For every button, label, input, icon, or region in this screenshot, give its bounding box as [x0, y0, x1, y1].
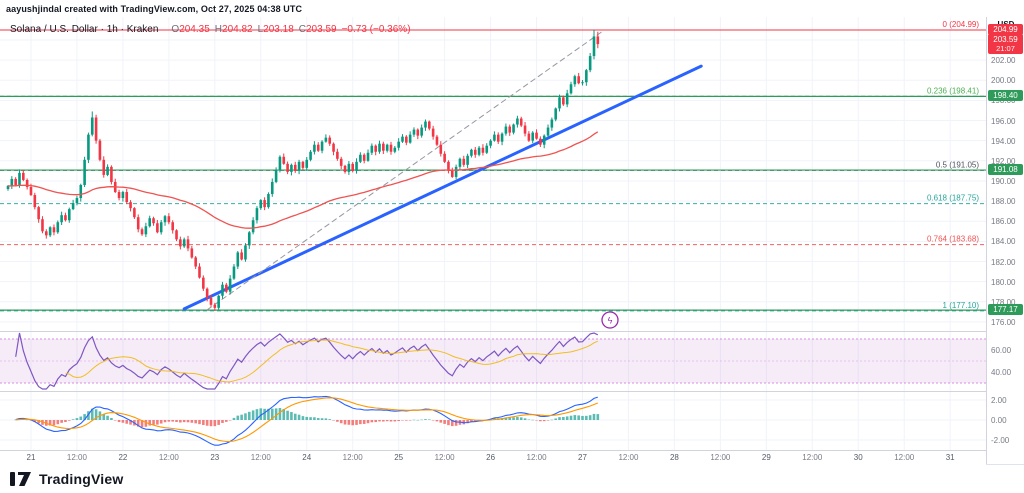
price-tick-label: 190.00 [991, 176, 1016, 186]
time-tick-label: 24 [302, 453, 312, 462]
chart-area[interactable]: Solana / U.S. Dollar · 1h · Kraken O204.3… [0, 17, 1024, 465]
brand-wordmark[interactable]: TradingView [39, 471, 124, 487]
ohlc-value: −0.73 (−0.36%) [341, 24, 411, 35]
ma-line[interactable] [7, 131, 599, 229]
time-tick-label: 26 [486, 453, 496, 462]
time-tick-label: 21 [26, 453, 36, 462]
macd-line[interactable] [15, 395, 598, 446]
time-tick-label: 12:00 [526, 453, 547, 462]
time-tick-label: 12:00 [434, 453, 455, 462]
ohlc-value: 204.82 [222, 24, 253, 35]
fib-level-label: 0.236 (198.41) [927, 86, 979, 95]
ohlc-key: O [171, 24, 180, 35]
attribution-bar: aayushjindal created with TradingView.co… [0, 0, 1024, 17]
horizontal-lines[interactable] [0, 95, 986, 311]
attribution-text: aayushjindal created with TradingView.co… [6, 3, 303, 14]
chart-canvas[interactable]: 0 (204.99) 0.236 (198.41) 0.5 (191.05) 0.61… [0, 17, 986, 464]
time-tick-label: 12:00 [66, 453, 87, 462]
macd-tick-label: 2.00 [991, 396, 1007, 405]
ohlc-value: 203.18 [263, 24, 294, 35]
grid-lines [0, 17, 986, 450]
time-tick-label: 25 [394, 453, 404, 462]
time-tick-label: 12:00 [250, 453, 271, 462]
price-tick-label: 196.00 [991, 116, 1016, 126]
footer-bar: TradingView [0, 464, 1024, 493]
price-tick-label: 180.00 [991, 277, 1016, 287]
ohlc-key: H [214, 24, 223, 35]
time-tick-label: 12:00 [342, 453, 363, 462]
time-tick-label: 28 [669, 453, 679, 462]
projection-trendline[interactable] [206, 31, 603, 311]
price-tick-label: 186.00 [991, 217, 1016, 227]
price-line-badge: 177.17 [988, 304, 1023, 316]
price-tick-label: 178.00 [991, 297, 1016, 307]
ohlc-value: 203.59 [306, 24, 337, 35]
fib-level-label: 0.618 (187.75) [927, 194, 979, 203]
pane-separator[interactable] [0, 331, 986, 334]
pane-separator-lines [0, 331, 986, 392]
price-tick-label: 184.00 [991, 237, 1016, 247]
ohlc-key: L [257, 24, 264, 35]
time-axis[interactable]: 21 12:00 22 12:00 23 12:00 24 12:00 25 12:00 26 12:… [0, 450, 986, 465]
time-tick-label: 23 [210, 453, 220, 462]
candlestick-series[interactable] [6, 30, 600, 311]
time-tick-label: 12:00 [710, 453, 731, 462]
price-line-badge: 204.99 [988, 24, 1023, 35]
price-tick-label: 202.00 [991, 56, 1016, 66]
symbol-legend[interactable]: Solana / U.S. Dollar · 1h · Kraken O204.3… [10, 24, 411, 35]
current-price-badge: 203.59 21:07 [988, 34, 1023, 55]
ohlc-value: 204.35 [179, 24, 210, 35]
time-tick-label: 12:00 [618, 453, 639, 462]
fib-level-label: 0 (204.99) [943, 20, 980, 29]
price-tick-label: 200.00 [991, 76, 1016, 86]
time-tick-label: 29 [761, 453, 771, 462]
price-line-badge: 191.08 [988, 164, 1023, 176]
macd-tick-label: -2.00 [991, 436, 1010, 445]
tradingview-logo[interactable] [10, 471, 32, 487]
fib-level-label: 0.764 (183.68) [927, 235, 979, 244]
rsi-tick-label: 40.00 [991, 368, 1012, 377]
ohlc-key: C [298, 24, 306, 35]
price-tick-label: 188.00 [991, 197, 1016, 207]
macd-signal-line[interactable] [15, 397, 599, 443]
pane-separator[interactable] [0, 391, 986, 394]
rsi-tick-label: 60.00 [991, 346, 1012, 355]
price-line-badge: 198.40 [988, 90, 1023, 102]
svg-text:ϟ: ϟ [608, 316, 613, 326]
time-tick-label: 31 [945, 453, 955, 462]
ohlc-values: O204.35 H204.82 L203.18 C203.59 −0.73 (−0.36… [166, 24, 410, 35]
time-tick-label: 30 [853, 453, 863, 462]
price-axis[interactable]: USD 202.00200.00198.00196.00194.00192.00… [986, 17, 1024, 464]
support-trendline[interactable] [182, 64, 703, 311]
time-tick-label: 12:00 [802, 453, 823, 462]
price-tick-label: 176.00 [991, 317, 1016, 327]
rsi-line[interactable] [15, 332, 599, 390]
price-tick-label: 194.00 [991, 136, 1016, 146]
time-tick-label: 12:00 [158, 453, 179, 462]
time-tick-label: 27 [578, 453, 587, 462]
fib-level-label: 0.5 (191.05) [936, 160, 979, 169]
price-tick-label: 192.00 [991, 156, 1016, 166]
fib-level-label: 1 (177.10) [943, 301, 980, 310]
rsi-ma-line[interactable] [65, 339, 598, 383]
time-tick-label: 22 [118, 453, 128, 462]
rsi-band [0, 338, 986, 384]
macd-tick-label: 0.00 [991, 416, 1007, 425]
price-tick-label: 182.00 [991, 257, 1016, 267]
time-tick-label: 12:00 [894, 453, 915, 462]
event-marker-icon[interactable]: ϟ [601, 311, 619, 329]
symbol-title[interactable]: Solana / U.S. Dollar · 1h · Kraken [10, 24, 159, 35]
